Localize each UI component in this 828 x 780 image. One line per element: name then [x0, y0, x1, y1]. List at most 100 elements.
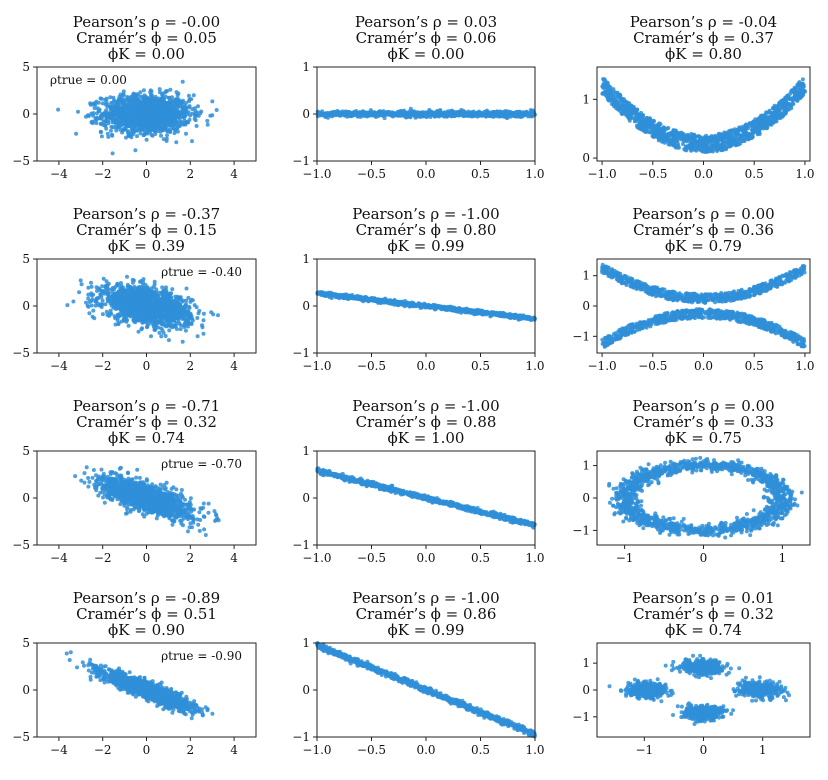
data-point — [690, 147, 695, 152]
data-point — [639, 125, 644, 130]
data-point — [149, 125, 154, 130]
subplot-title-line: ϕK = 0.39 — [108, 237, 185, 255]
data-point — [739, 138, 744, 143]
y-tick-label: 1 — [302, 60, 310, 74]
data-point — [444, 110, 448, 115]
data-point — [159, 133, 163, 138]
data-point — [643, 117, 648, 122]
data-point — [186, 295, 191, 300]
data-point — [451, 114, 456, 118]
data-point — [161, 137, 166, 142]
x-tick-label: −0.5 — [357, 167, 386, 181]
data-point — [725, 139, 730, 144]
data-point — [109, 111, 114, 116]
data-point — [166, 104, 171, 109]
data-point — [139, 126, 144, 131]
data-point — [136, 94, 141, 99]
data-point — [87, 300, 92, 304]
data-point — [139, 118, 144, 123]
data-point — [496, 111, 501, 116]
x-tick-label: 0.0 — [694, 167, 713, 181]
data-point — [183, 105, 188, 110]
data-point — [119, 286, 124, 291]
x-tick-label: 4 — [230, 167, 238, 181]
data-point — [145, 285, 150, 290]
data-point — [132, 108, 137, 113]
data-point — [670, 141, 675, 146]
data-point — [340, 111, 345, 116]
data-point — [761, 124, 766, 129]
data-point — [184, 131, 188, 136]
data-point — [196, 104, 200, 109]
data-point — [126, 99, 131, 104]
data-point — [777, 116, 782, 120]
data-point — [174, 140, 179, 145]
data-point — [711, 144, 716, 149]
data-point — [151, 284, 156, 289]
data-point — [84, 300, 88, 305]
data-point — [399, 109, 404, 114]
data-point — [693, 139, 698, 144]
y-tick-label: 5 — [22, 60, 30, 74]
data-point — [169, 120, 174, 125]
data-point — [608, 94, 613, 99]
data-point — [676, 145, 681, 150]
x-tick-label: −0.5 — [638, 167, 667, 181]
data-point — [160, 285, 165, 290]
x-tick-label: 0.5 — [471, 167, 490, 181]
data-point — [131, 128, 136, 133]
data-point — [182, 321, 187, 326]
data-point — [126, 133, 131, 138]
data-point — [107, 313, 112, 318]
data-point — [110, 290, 115, 294]
data-point — [739, 134, 743, 139]
data-point — [673, 136, 678, 141]
data-point — [71, 299, 76, 304]
data-point — [91, 308, 96, 313]
data-point — [471, 113, 476, 118]
data-point — [99, 134, 104, 139]
data-point — [90, 121, 95, 126]
data-point — [778, 112, 783, 116]
data-point — [187, 104, 192, 109]
data-point — [110, 107, 115, 112]
data-point — [708, 141, 713, 145]
data-point — [132, 104, 137, 109]
data-point — [104, 279, 109, 284]
data-point — [91, 111, 96, 116]
data-point — [454, 110, 459, 115]
data-point — [121, 92, 126, 97]
data-point — [194, 124, 199, 128]
data-point — [145, 128, 150, 133]
data-point — [167, 328, 172, 333]
data-point — [346, 111, 351, 116]
data-point — [126, 323, 131, 328]
data-point — [216, 313, 220, 318]
data-point — [131, 278, 136, 283]
data-point — [175, 93, 180, 98]
subplot-title-line: ϕK = 0.00 — [388, 45, 465, 63]
data-point — [640, 113, 645, 118]
data-point — [186, 93, 191, 98]
data-point — [93, 102, 98, 107]
data-point — [99, 96, 104, 101]
data-point — [122, 317, 127, 322]
data-point — [190, 139, 194, 144]
data-point — [128, 122, 133, 127]
data-point — [105, 104, 110, 109]
data-point — [183, 122, 188, 127]
data-point — [209, 310, 214, 315]
data-point — [115, 108, 119, 113]
data-point — [106, 134, 111, 139]
x-tick-label: −4 — [50, 167, 68, 181]
data-point — [647, 120, 652, 125]
data-point — [648, 117, 653, 122]
data-point — [110, 132, 114, 137]
data-point — [76, 109, 80, 114]
data-point — [683, 147, 688, 152]
data-point — [188, 311, 193, 316]
data-point — [742, 132, 746, 137]
scatter-points — [56, 79, 219, 156]
